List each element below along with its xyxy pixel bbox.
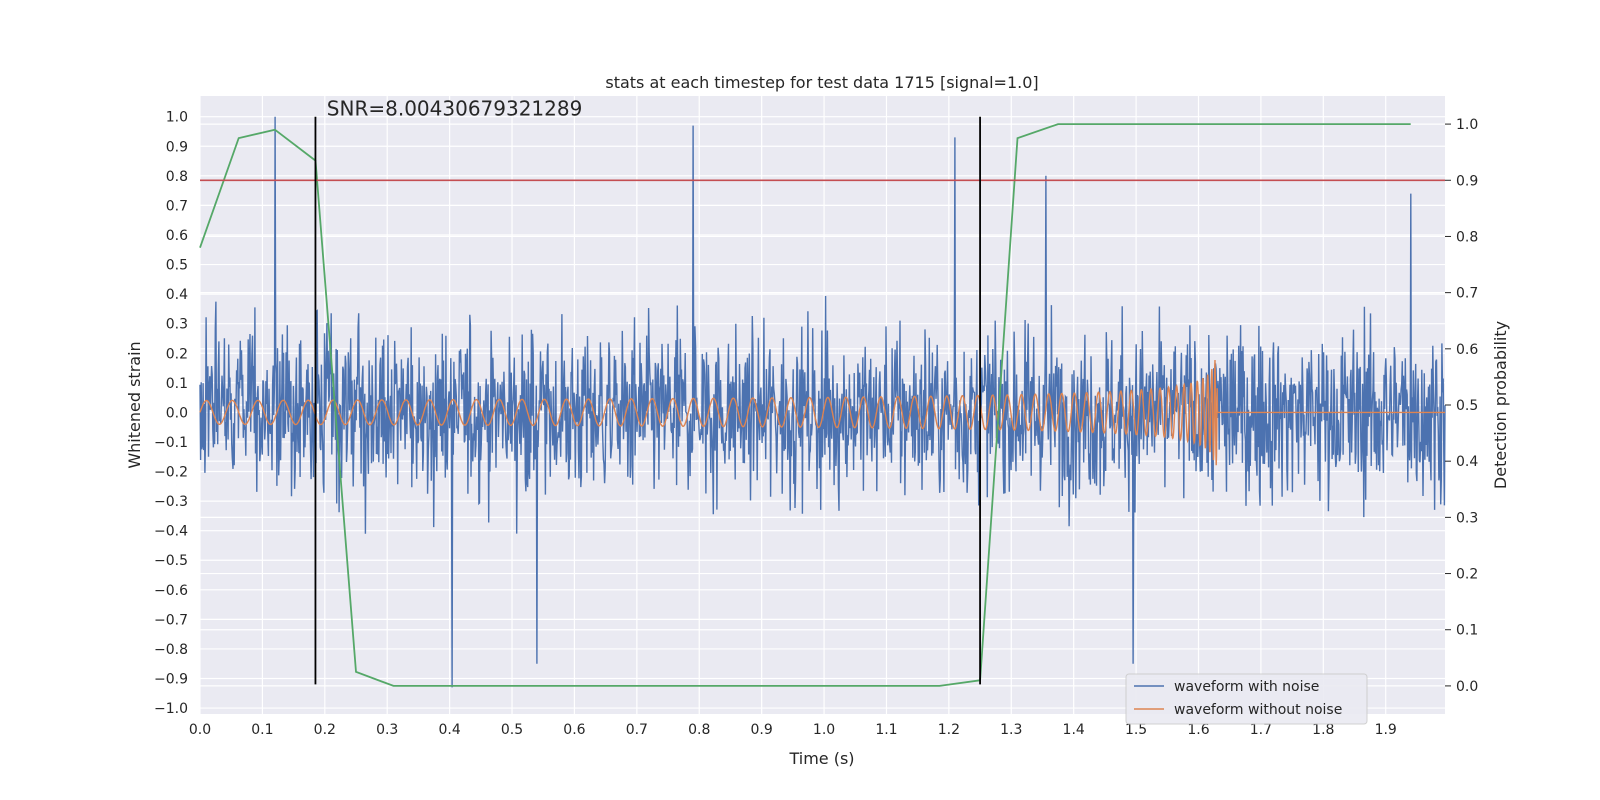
legend-label-noisy: waveform with noise xyxy=(1174,679,1319,695)
x-tick-label: 1.9 xyxy=(1375,722,1397,738)
y-tick-label-left: 0.6 xyxy=(166,228,188,244)
x-tick-label: 0.9 xyxy=(751,722,773,738)
y-tick-label-left: −0.8 xyxy=(154,642,188,658)
y-tick-label-left: 0.9 xyxy=(166,139,188,155)
x-tick-label: 0.8 xyxy=(688,722,710,738)
y-tick-label-right: 0.1 xyxy=(1456,623,1478,639)
probability-layer xyxy=(199,123,1411,687)
x-tick-label: 1.2 xyxy=(938,722,960,738)
x-tick-label: 1.8 xyxy=(1312,722,1334,738)
y-tick-label-left: −0.4 xyxy=(154,524,188,540)
x-tick-label: 0.4 xyxy=(438,722,460,738)
x-tick-label: 0.6 xyxy=(563,722,585,738)
x-tick-label: 1.7 xyxy=(1250,722,1272,738)
y-tick-label-right: 0.6 xyxy=(1456,342,1478,358)
y-tick-label-left: −0.2 xyxy=(154,465,188,481)
y-tick-label-right: 0.8 xyxy=(1456,229,1478,245)
y-tick-label-left: −0.7 xyxy=(154,612,188,628)
x-tick-label: 0.2 xyxy=(314,722,336,738)
series-line-waveform-with-noise xyxy=(199,116,1446,688)
y-tick-label-right: 0.5 xyxy=(1456,398,1478,414)
x-tick-label: 1.4 xyxy=(1063,722,1085,738)
marker-layer xyxy=(200,116,1445,685)
y-tick-label-left: 0.5 xyxy=(166,258,188,274)
x-tick-label: 0.0 xyxy=(189,722,211,738)
legend-box xyxy=(1125,673,1368,725)
y-tick-label-right: 0.9 xyxy=(1456,173,1478,189)
y-tick-label-right: 0.2 xyxy=(1456,567,1478,583)
y-tick-label-right: 0.0 xyxy=(1456,679,1478,695)
y-tick-label-left: −0.6 xyxy=(154,583,188,599)
legend: waveform with noise waveform without noi… xyxy=(1125,673,1368,725)
noisy-waveform-layer xyxy=(199,116,1446,688)
y-tick-label-left: 0.4 xyxy=(166,287,188,303)
y-tick-label-left: −0.1 xyxy=(154,435,188,451)
legend-label-clean: waveform without noise xyxy=(1174,702,1342,718)
y-tick-label-left: 0.8 xyxy=(166,169,188,185)
y-axis-label-right: Detection probability xyxy=(1491,321,1510,489)
y-tick-label-right: 0.3 xyxy=(1456,510,1478,526)
y-tick-label-left: −1.0 xyxy=(154,701,188,717)
x-tick-label: 1.0 xyxy=(813,722,835,738)
series-line-waveform-without-noise xyxy=(199,359,1445,466)
tick-labels: 0.0 0.1 0.2 0.3 0.4 0.5 0.6 0.7 0.8 0.9 1.0 1.1 1.2 1… xyxy=(154,110,1478,738)
snr-annotation: SNR=8.00430679321289 xyxy=(327,97,583,121)
x-tick-label: 1.6 xyxy=(1187,722,1209,738)
y-tick-label-left: 0.0 xyxy=(166,405,188,421)
y-tick-label-left: −0.9 xyxy=(154,672,188,688)
x-tick-label: 0.7 xyxy=(626,722,648,738)
y-tick-label-left: 0.1 xyxy=(166,376,188,392)
x-tick-label: 0.3 xyxy=(376,722,398,738)
chart-title: stats at each timestep for test data 171… xyxy=(605,73,1038,92)
clean-waveform-layer xyxy=(199,359,1445,466)
x-tick-label: 1.5 xyxy=(1125,722,1147,738)
x-tick-label: 1.1 xyxy=(875,722,897,738)
y-tick-label-right: 1.0 xyxy=(1456,117,1478,133)
x-tick-label: 0.5 xyxy=(501,722,523,738)
y-axis-label-left: Whitened strain xyxy=(125,341,144,468)
x-axis-label: Time (s) xyxy=(788,749,854,768)
y-tick-label-right: 0.7 xyxy=(1456,286,1478,302)
y-tick-label-left: 0.2 xyxy=(166,346,188,362)
y-tick-label-left: −0.3 xyxy=(154,494,188,510)
y-tick-label-left: 0.7 xyxy=(166,198,188,214)
y-tick-label-left: 1.0 xyxy=(166,110,188,126)
x-tick-label: 0.1 xyxy=(251,722,273,738)
x-tick-label: 1.3 xyxy=(1000,722,1022,738)
y-tick-label-left: −0.5 xyxy=(154,553,188,569)
y-tick-label-right: 0.4 xyxy=(1456,454,1478,470)
series-line-detection-probability xyxy=(199,123,1411,687)
y-tick-label-left: 0.3 xyxy=(166,317,188,333)
